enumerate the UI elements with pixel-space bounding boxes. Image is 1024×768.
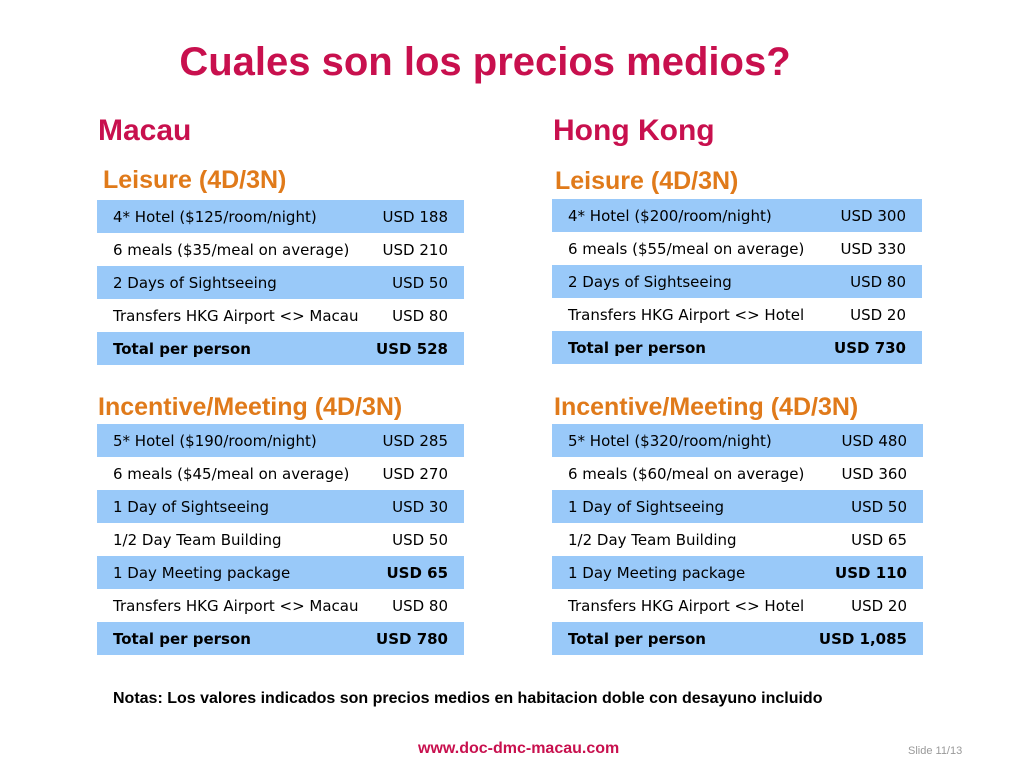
row-item: 4* Hotel ($125/room/night) — [113, 207, 317, 226]
table-row: Transfers HKG Airport <> Hotel USD 20 — [552, 298, 922, 331]
row-price: USD 360 — [841, 464, 907, 483]
table-row: Transfers HKG Airport <> Hotel USD 20 — [552, 589, 923, 622]
row-item: 1/2 Day Team Building — [568, 530, 737, 549]
hongkong-leisure-heading: Leisure (4D/3N) — [555, 167, 739, 195]
notes-text: Notas: Los valores indicados son precios… — [113, 690, 823, 707]
row-item: Total per person — [113, 629, 251, 648]
row-price: USD 480 — [841, 431, 907, 450]
macau-incentive-heading: Incentive/Meeting (4D/3N) — [98, 393, 403, 421]
row-price: USD 780 — [376, 629, 448, 648]
row-item: 6 meals ($45/meal on average) — [113, 464, 350, 483]
macau-incentive-table: 5* Hotel ($190/room/night) USD 285 6 meal… — [97, 424, 464, 655]
table-row: Transfers HKG Airport <> Macau USD 80 — [97, 299, 464, 332]
row-item: 6 meals ($55/meal on average) — [568, 239, 805, 258]
total-row: Total per person USD 1,085 — [552, 622, 923, 655]
table-row: 2 Days of Sightseeing USD 50 — [97, 266, 464, 299]
row-item: Total per person — [568, 629, 706, 648]
hongkong-leisure-table: 4* Hotel ($200/room/night) USD 300 6 meal… — [552, 199, 922, 364]
row-price: USD 110 — [835, 563, 907, 582]
row-price: USD 285 — [382, 431, 448, 450]
table-row: 1 Day Meeting package USD 110 — [552, 556, 923, 589]
row-item: 2 Days of Sightseeing — [568, 272, 732, 291]
table-row: 2 Days of Sightseeing USD 80 — [552, 265, 922, 298]
row-price: USD 80 — [392, 596, 448, 615]
table-row: Transfers HKG Airport <> Macau USD 80 — [97, 589, 464, 622]
total-row: Total per person USD 780 — [97, 622, 464, 655]
row-price: USD 270 — [382, 464, 448, 483]
row-item: 2 Days of Sightseeing — [113, 273, 277, 292]
row-item: 1 Day of Sightseeing — [568, 497, 724, 516]
row-price: USD 30 — [392, 497, 448, 516]
row-price: USD 1,085 — [818, 629, 907, 648]
table-row: 4* Hotel ($125/room/night) USD 188 — [97, 200, 464, 233]
row-item: Transfers HKG Airport <> Macau — [113, 596, 359, 615]
macau-leisure-table: 4* Hotel ($125/room/night) USD 188 6 meal… — [97, 200, 464, 365]
row-price: USD 50 — [392, 530, 448, 549]
row-price: USD 65 — [386, 563, 448, 582]
row-item: Transfers HKG Airport <> Hotel — [568, 596, 805, 615]
table-row: 1 Day Meeting package USD 65 — [97, 556, 464, 589]
table-row: 6 meals ($45/meal on average) USD 270 — [97, 457, 464, 490]
slide-number: Slide 11/13 — [908, 745, 963, 757]
row-price: USD 300 — [840, 206, 906, 225]
row-price: USD 80 — [850, 272, 906, 291]
table-row: 1 Day of Sightseeing USD 30 — [97, 490, 464, 523]
row-item: 6 meals ($35/meal on average) — [113, 240, 350, 259]
row-item: 1/2 Day Team Building — [113, 530, 282, 549]
row-price: USD 528 — [376, 339, 448, 358]
row-price: USD 730 — [834, 338, 906, 357]
total-row: Total per person USD 730 — [552, 331, 922, 364]
row-price: USD 50 — [851, 497, 907, 516]
row-item: 6 meals ($60/meal on average) — [568, 464, 805, 483]
row-item: 5* Hotel ($320/room/night) — [568, 431, 772, 450]
row-price: USD 50 — [392, 273, 448, 292]
table-row: 6 meals ($55/meal on average) USD 330 — [552, 232, 922, 265]
row-item: 1 Day of Sightseeing — [113, 497, 269, 516]
hongkong-incentive-table: 5* Hotel ($320/room/night) USD 480 6 meal… — [552, 424, 923, 655]
table-row: 1/2 Day Team Building USD 50 — [97, 523, 464, 556]
table-row: 1/2 Day Team Building USD 65 — [552, 523, 923, 556]
table-row: 4* Hotel ($200/room/night) USD 300 — [552, 199, 922, 232]
row-price: USD 20 — [850, 305, 906, 324]
table-row: 6 meals ($60/meal on average) USD 360 — [552, 457, 923, 490]
table-row: 1 Day of Sightseeing USD 50 — [552, 490, 923, 523]
row-item: Total per person — [568, 338, 706, 357]
row-price: USD 330 — [840, 239, 906, 258]
row-item: Transfers HKG Airport <> Hotel — [568, 305, 805, 324]
table-row: 6 meals ($35/meal on average) USD 210 — [97, 233, 464, 266]
row-price: USD 210 — [382, 240, 448, 259]
hongkong-heading: Hong Kong — [553, 114, 715, 147]
row-price: USD 20 — [851, 596, 907, 615]
row-item: 5* Hotel ($190/room/night) — [113, 431, 317, 450]
macau-heading: Macau — [98, 114, 192, 147]
row-item: 1 Day Meeting package — [113, 563, 291, 582]
total-row: Total per person USD 528 — [97, 332, 464, 365]
row-price: USD 188 — [382, 207, 448, 226]
table-row: 5* Hotel ($190/room/night) USD 285 — [97, 424, 464, 457]
table-row: 5* Hotel ($320/room/night) USD 480 — [552, 424, 923, 457]
row-item: 1 Day Meeting package — [568, 563, 746, 582]
row-price: USD 80 — [392, 306, 448, 325]
row-price: USD 65 — [851, 530, 907, 549]
row-item: Transfers HKG Airport <> Macau — [113, 306, 359, 325]
macau-leisure-heading: Leisure (4D/3N) — [103, 166, 287, 194]
row-item: Total per person — [113, 339, 251, 358]
row-item: 4* Hotel ($200/room/night) — [568, 206, 772, 225]
hongkong-incentive-heading: Incentive/Meeting (4D/3N) — [554, 393, 859, 421]
website-link[interactable]: www.doc-dmc-macau.com — [418, 740, 620, 757]
slide-title: Cuales son los precios medios? — [179, 40, 791, 84]
